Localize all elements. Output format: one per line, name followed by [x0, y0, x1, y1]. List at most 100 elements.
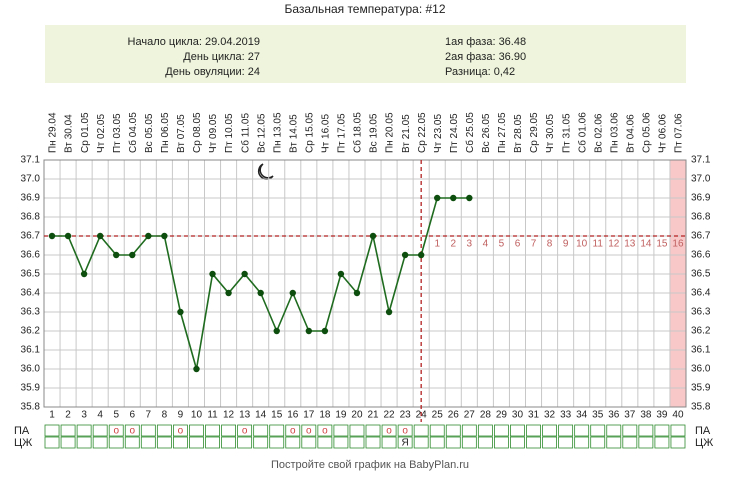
x-tick-label: 26 — [448, 410, 460, 421]
y-tick-label: 36.6 — [21, 250, 41, 261]
date-label: Пн 20.05 — [385, 112, 396, 153]
row-cell — [638, 424, 654, 437]
row-cell — [526, 424, 541, 437]
y-tick-label: 37.0 — [21, 174, 41, 185]
row-cell — [108, 436, 124, 449]
row-cell — [349, 424, 365, 437]
y-tick-label-right: 35.9 — [691, 383, 711, 394]
row-cell — [253, 436, 269, 449]
x-tick-label: 5 — [113, 410, 119, 421]
x-tick-label: 1 — [49, 410, 55, 421]
data-point — [369, 232, 377, 240]
phase2-day: 4 — [483, 239, 489, 250]
row-cell — [156, 436, 172, 449]
date-label: Пн 06.05 — [160, 112, 171, 153]
row-cell — [108, 424, 124, 437]
data-point — [337, 270, 345, 278]
row-cell — [333, 424, 349, 437]
x-tick-label: 22 — [384, 410, 396, 421]
pa-mark: о — [290, 426, 296, 437]
row-cell — [221, 424, 237, 437]
phase2-day: 14 — [640, 239, 652, 250]
cm-mark: Я — [402, 438, 409, 449]
date-label: Ср 01.05 — [80, 112, 91, 153]
row-cell — [44, 436, 60, 449]
x-tick-label: 18 — [319, 410, 331, 421]
data-point — [225, 289, 232, 297]
row-cell — [140, 424, 156, 437]
row-cell — [44, 424, 60, 437]
x-tick-label: 10 — [191, 410, 203, 421]
y-tick-label-right: 36.6 — [691, 250, 711, 261]
pa-mark: о — [386, 426, 392, 437]
date-label: Пт 31.05 — [561, 113, 572, 153]
date-label: Ср 08.05 — [192, 112, 203, 153]
date-label: Пт 10.05 — [224, 113, 235, 153]
y-tick-label-right: 37.0 — [691, 174, 711, 185]
data-point — [96, 232, 104, 240]
y-tick-label: 36.0 — [21, 364, 41, 375]
info-right: 1ая фаза: 36.48 — [445, 36, 526, 48]
row-cell — [526, 436, 541, 449]
phase2-day: 13 — [624, 239, 636, 250]
x-tick-label: 33 — [560, 410, 572, 421]
row-cell — [189, 424, 204, 437]
date-label: Ср 05.06 — [642, 112, 653, 153]
row-cell — [493, 436, 509, 449]
row-cell — [654, 436, 670, 449]
row-cell — [76, 424, 92, 437]
y-tick-label: 35.9 — [21, 383, 41, 394]
data-point — [209, 270, 216, 278]
data-point — [193, 365, 200, 373]
row-cell — [317, 424, 333, 437]
date-label: Чт 23.05 — [433, 114, 444, 153]
data-point — [401, 251, 409, 259]
x-tick-label: 12 — [223, 410, 235, 421]
y-tick-label-right: 36.8 — [691, 212, 711, 223]
date-label: Чт 16.05 — [321, 114, 332, 153]
x-tick-label: 27 — [464, 410, 476, 421]
date-label: Ср 29.05 — [529, 112, 540, 153]
y-tick-label: 37.1 — [21, 155, 41, 166]
date-label: Вс 02.06 — [593, 113, 604, 153]
row-cell — [510, 436, 525, 449]
plot-border — [43, 159, 687, 408]
date-label: Пн 29.04 — [48, 112, 59, 153]
x-tick-label: 31 — [528, 410, 540, 421]
x-tick-label: 25 — [432, 410, 444, 421]
x-tick-label: 15 — [271, 410, 283, 421]
row-cell — [92, 424, 108, 437]
data-point — [273, 327, 280, 335]
row-cell — [574, 436, 590, 449]
y-tick-label-right: 36.5 — [691, 269, 711, 280]
x-tick-label: 8 — [162, 410, 168, 421]
date-label: Сб 04.05 — [127, 112, 139, 153]
x-tick-label: 4 — [97, 410, 103, 421]
x-tick-label: 13 — [239, 410, 251, 421]
row-cell — [622, 436, 638, 449]
phase2-day: 11 — [593, 239, 604, 250]
data-point — [321, 327, 329, 335]
row-cell — [590, 424, 606, 437]
row-cell — [638, 436, 654, 449]
y-tick-label: 36.8 — [21, 212, 41, 223]
x-tick-label: 35 — [592, 410, 604, 421]
row-cell — [670, 424, 686, 437]
row-cell — [670, 436, 686, 449]
footer: Постройте свой график на BabyPlan.ru — [271, 459, 469, 471]
row-cell — [493, 424, 509, 437]
phase2-day: 7 — [531, 239, 537, 250]
y-tick-label: 36.9 — [21, 193, 41, 204]
y-tick-label: 36.2 — [21, 326, 41, 337]
x-tick-label: 6 — [129, 410, 135, 421]
row-cell — [429, 436, 445, 449]
y-tick-label: 36.7 — [21, 231, 41, 242]
x-tick-label: 32 — [544, 410, 556, 421]
x-tick-label: 2 — [65, 410, 71, 421]
row-cell — [205, 436, 220, 449]
row-cell — [381, 436, 397, 449]
info-right: Разница: 0,42 — [445, 66, 515, 78]
row-cell — [510, 424, 525, 437]
date-label: Чт 09.05 — [208, 114, 219, 153]
